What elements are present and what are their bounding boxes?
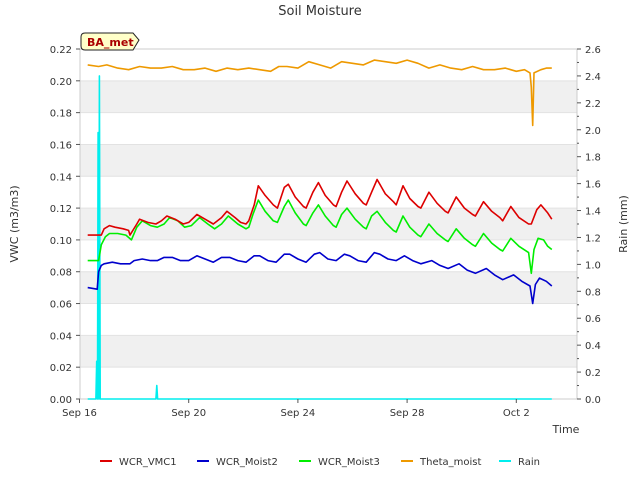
legend-label-rain: Rain (518, 457, 540, 468)
left-tick-label: 0.22 (50, 45, 72, 56)
right-tick-label: 2.0 (585, 126, 601, 137)
left-tick-label: 0.06 (50, 300, 72, 311)
left-tick-label: 0.10 (50, 236, 72, 247)
legend-label-wcr-moist3: WCR_Moist3 (318, 457, 380, 468)
right-tick-label: 1.0 (585, 260, 601, 271)
right-tick-label: 1.8 (585, 153, 601, 164)
left-tick-label: 0.18 (50, 109, 72, 120)
legend-label-wcr-vmc1: WCR_VMC1 (119, 457, 177, 468)
x-tick-label: Oct 2 (503, 408, 530, 419)
left-tick-label: 0.14 (50, 172, 72, 183)
x-tick-label: Sep 20 (171, 408, 206, 419)
series-line-rain (87, 75, 552, 400)
x-tick-label: Sep 16 (62, 408, 97, 419)
series-line-wcr-moist2 (87, 251, 553, 305)
right-tick-label: 0.0 (585, 395, 601, 406)
right-tick-label: 1.4 (585, 207, 601, 218)
plot-band (80, 144, 577, 177)
series-line-wcr-vmc1 (87, 178, 553, 236)
x-axis-label: Time (552, 423, 580, 436)
right-tick-label: 0.8 (585, 287, 601, 298)
x-tick-label: Sep 24 (281, 408, 316, 419)
site-badge-label: BA_met (87, 36, 134, 49)
plot-band (80, 80, 577, 113)
left-axis: 0.00 0.02 0.04 0.06 0.08 0.10 0.12 0.14 0.16 0.18… (50, 45, 80, 406)
x-tick-label: Sep 28 (390, 408, 425, 419)
site-badge-box (80, 32, 140, 51)
plot-band (80, 271, 577, 304)
site-badge: BA_met (80, 32, 140, 51)
y-axis-label-right: Rain (mm) (617, 195, 630, 253)
series-line-wcr-moist3 (87, 199, 553, 275)
right-tick-label: 0.6 (585, 314, 601, 325)
legend-label-theta-moist: Theta_moist (419, 457, 481, 468)
left-tick-label: 0.02 (50, 363, 72, 374)
legend: WCR_VMC1 WCR_Moist2 WCR_Moist3 Theta_moist R… (100, 457, 540, 468)
right-axis: 0.0 0.2 0.4 0.6 0.8 1.0 1.2 1.4 1.6 1.8 2.0 2.2 2.4 2… (577, 45, 601, 406)
right-tick-label: 0.2 (585, 368, 601, 379)
chart-title: Soil Moisture (278, 4, 362, 19)
right-tick-label: 1.2 (585, 233, 601, 244)
series-line-theta-moist (87, 59, 552, 127)
legend-label-wcr-moist2: WCR_Moist2 (216, 457, 278, 468)
left-tick-label: 0.08 (50, 268, 72, 279)
x-axis: Sep 16 Sep 20 Sep 24 Sep 28 Oct 2 (62, 399, 530, 419)
right-tick-label: 2.4 (585, 72, 601, 83)
left-tick-label: 0.20 (50, 77, 72, 88)
right-tick-label: 1.6 (585, 180, 601, 191)
y-axis-label-left: VWC (m3/m3) (8, 185, 21, 262)
left-tick-label: 0.16 (50, 140, 72, 151)
right-tick-label: 0.4 (585, 341, 601, 352)
right-tick-label: 2.6 (585, 45, 601, 56)
left-tick-label: 0.12 (50, 204, 72, 215)
left-tick-label: 0.00 (50, 395, 72, 406)
series-layer (87, 59, 553, 400)
left-tick-label: 0.04 (50, 331, 72, 342)
plot-band (80, 335, 577, 368)
right-tick-label: 2.2 (585, 99, 601, 110)
